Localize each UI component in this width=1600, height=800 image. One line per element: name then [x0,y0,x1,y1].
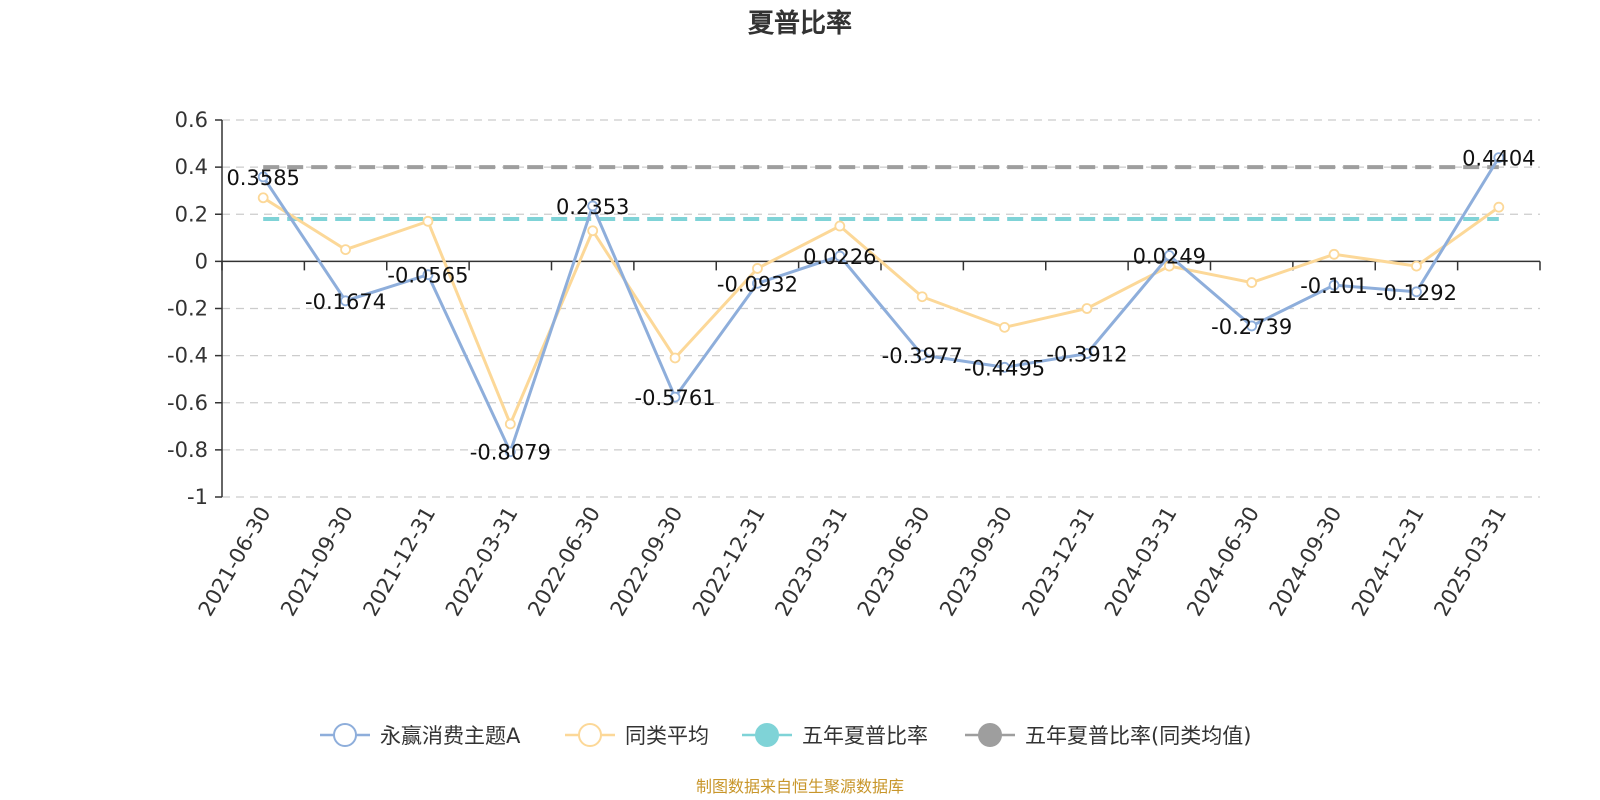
fund-point [1493,152,1505,164]
fund-point [587,200,599,212]
fund-data-label: -0.4495 [964,356,1045,380]
grid-lines [222,119,1540,498]
peer-average-point [1411,260,1422,272]
peer-average-point [752,263,763,274]
peer-average-point [587,225,599,237]
y-tick-label: 0.4 [175,155,208,179]
fund-point [340,295,351,307]
fund-line [261,156,1501,456]
x-tick-label: 2023-12-31 [1017,503,1099,621]
y-tick-label: 0.2 [175,202,208,226]
legend-swatch-circle [578,723,602,747]
x-tick-label: 2023-09-30 [935,503,1017,621]
fund-data-label: 0.3585 [226,166,299,190]
legend-swatch-circle [333,723,357,747]
x-tick-label: 2025-03-31 [1429,503,1511,621]
series-group [257,152,1505,458]
y-tick-label: -0.4 [167,344,208,368]
legend-label: 同类平均 [625,724,709,748]
peer-average-line [262,196,1500,428]
fund-data-label: -0.2739 [1211,315,1292,339]
fund-data-label: -0.0565 [387,264,468,288]
source-note: 制图数据来自恒生聚源数据库 [696,777,904,796]
chart-title: 夏普比率 [748,8,852,39]
y-axis: 0.6 0.4 0.2 0 -0.2 -0.4 -0.6 -0.8 -1 [167,108,223,509]
peer-average-point [1246,277,1258,288]
legend[interactable]: 永赢消费主题A 同类平均 五年夏普比率 五年夏普比率(同类均值) [320,723,1251,748]
fund-data-label: 0.0226 [803,245,876,269]
x-tick-label: 2023-03-31 [770,503,852,621]
fund-point [1411,286,1422,298]
fund-data-label: -0.0932 [717,272,798,296]
x-tick-label: 2024-06-30 [1182,503,1264,621]
peer-average-point [999,321,1010,333]
legend-item[interactable]: 五年夏普比率 [742,723,928,748]
x-tick-label: 2021-06-30 [194,503,276,621]
peer-average-point [1163,260,1175,272]
peer-average-point [257,192,269,204]
y-tick-label: -0.8 [167,438,208,462]
x-tick-label: 2022-06-30 [523,503,605,621]
peer-average-point [340,244,351,255]
legend-item[interactable]: 同类平均 [565,723,709,748]
x-tick-label: 2022-09-30 [606,503,688,621]
peer-average-point [1493,201,1505,213]
x-tick-label: 2023-06-30 [853,503,935,621]
x-tick-label: 2021-12-31 [358,503,440,621]
fund-point [422,269,434,281]
fund-point [834,250,846,262]
legend-label: 五年夏普比率(同类均值) [1025,724,1251,748]
x-axis: 2021-06-30 2021-09-30 2021-12-31 2022-03-31… [194,260,1541,621]
peer-average-point [422,215,434,227]
legend-item[interactable]: 五年夏普比率(同类均值) [965,723,1251,748]
data-labels: 0.3585 -0.1674-0.0565 -0.8079 0.2353 -0.5761… [226,147,1535,465]
fund-data-label: -0.8079 [470,441,551,465]
fund-data-label: 0.0249 [1133,245,1206,269]
fund-point [1328,279,1340,291]
x-tick-label: 2024-03-31 [1100,503,1182,621]
fund-point [504,446,516,458]
x-tick-label: 2022-03-31 [441,503,523,621]
fund-point [752,277,763,289]
fund-data-label: -0.3977 [882,344,963,368]
legend-item[interactable]: 永赢消费主题A [320,723,521,748]
fund-data-label: -0.1674 [305,290,386,314]
fund-point [1163,250,1175,261]
legend-swatch-circle [978,723,1002,747]
fund-data-label: 0.2353 [556,195,629,219]
legend-label: 永赢消费主题A [380,724,521,748]
y-tick-label: -0.2 [167,297,208,321]
x-tick-label: 2021-09-30 [276,503,358,621]
fund-data-label: -0.101 [1300,274,1368,298]
fund-point [1246,320,1258,332]
fund-point [999,361,1010,373]
peer-average-point [834,220,846,232]
legend-swatch-circle [755,723,779,747]
x-tick-label: 2024-09-30 [1265,503,1347,621]
peer-average-point [1328,248,1340,260]
fund-data-label: -0.5761 [635,386,716,410]
y-tick-label: -0.6 [167,391,208,415]
x-tick-label: 2022-12-31 [688,503,770,621]
fund-point [1081,348,1093,359]
x-tick-label: 2024-12-31 [1347,503,1429,621]
peer-average-point [669,352,681,364]
fund-data-label: 0.4404 [1462,147,1535,171]
fund-point [916,349,928,361]
fund-point [257,171,269,183]
peer-average-point [1081,303,1093,314]
peer-average-point [504,418,516,430]
fund-data-label: -0.3912 [1046,343,1127,367]
fund-point [669,391,681,403]
y-tick-label: 0.6 [175,108,208,132]
fund-data-label: -0.1292 [1376,281,1457,305]
y-tick-label: -1 [187,485,208,509]
peer-average-point [916,291,928,303]
y-tick-label: 0 [195,249,208,273]
legend-label: 五年夏普比率 [802,724,928,748]
